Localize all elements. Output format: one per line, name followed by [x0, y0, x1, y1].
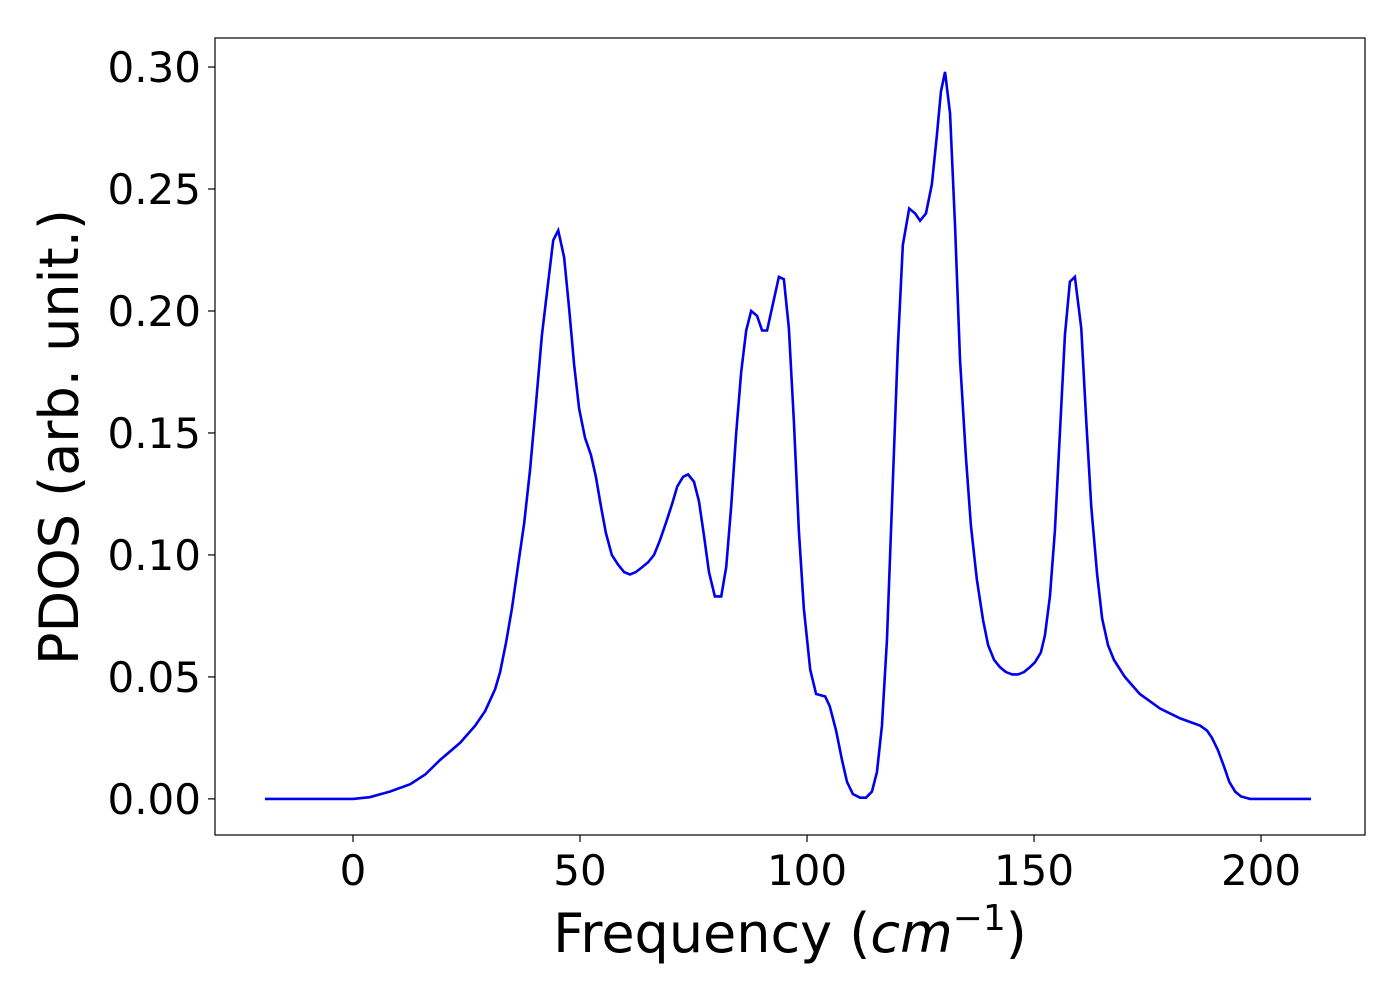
x-axis-label: Frequency (cm−1)	[553, 898, 1027, 965]
x-tick-label: 150	[994, 846, 1074, 895]
line-series	[264, 71, 1311, 801]
y-tick-label: 0.05	[107, 653, 201, 702]
y-tick-label: 0.10	[107, 531, 201, 580]
y-tick-label: 0.25	[107, 165, 201, 214]
x-tick-label: 50	[553, 846, 606, 895]
x-tick-label: 0	[340, 846, 367, 895]
y-tick-label: 0.15	[107, 409, 201, 458]
y-axis-label: PDOS (arb. unit.)	[28, 209, 91, 665]
x-tick-label: 200	[1221, 846, 1301, 895]
plot-frame	[214, 37, 1366, 836]
y-tick-label: 0.30	[107, 43, 201, 92]
y-tick-label: 0.00	[107, 775, 201, 824]
y-tick-label: 0.20	[107, 287, 201, 336]
x-tick-label: 100	[767, 846, 847, 895]
